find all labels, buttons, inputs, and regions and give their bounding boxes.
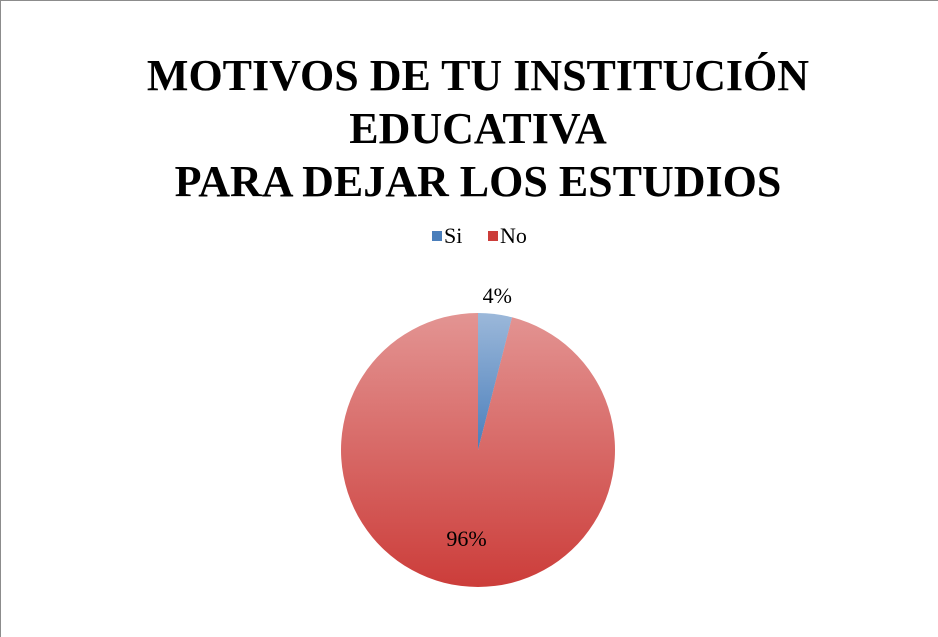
legend-swatch <box>432 231 442 241</box>
legend-swatch <box>488 231 498 241</box>
chart-title: PARA DEJAR LOS ESTUDIOS <box>175 157 782 206</box>
data-label: 96% <box>446 526 486 551</box>
pie-slice <box>340 313 615 587</box>
legend-label: Si <box>444 223 462 248</box>
pie-slice <box>478 313 513 450</box>
data-label: 4% <box>483 283 512 308</box>
chart-title: EDUCATIVA <box>349 104 607 153</box>
legend-label: No <box>500 223 527 248</box>
chart-title: MOTIVOS DE TU INSTITUCIÓN <box>147 51 809 100</box>
